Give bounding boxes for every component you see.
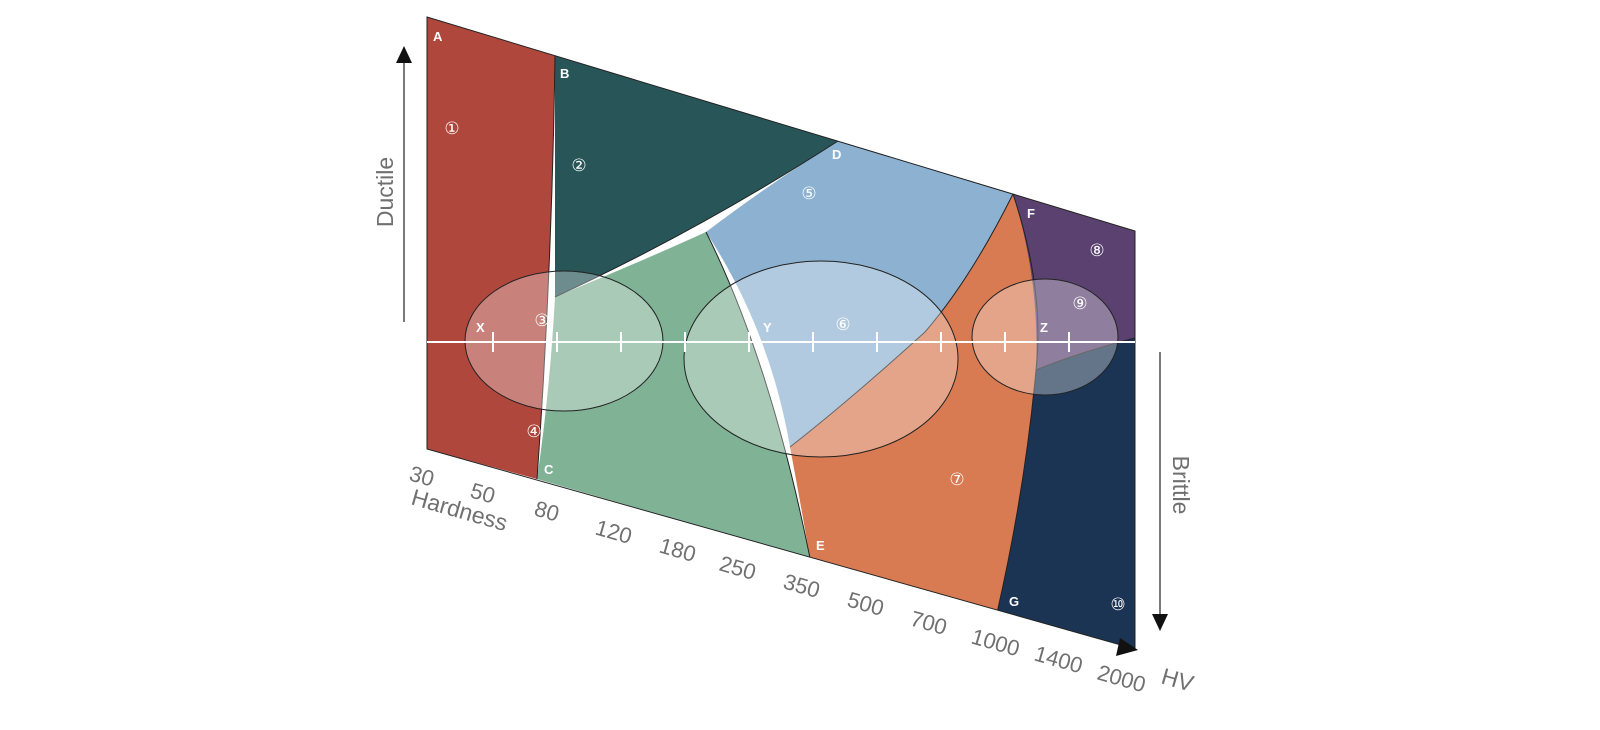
region-4 [537, 232, 810, 558]
zone-label-x: X [476, 320, 485, 335]
brittle-arrow-head [1152, 614, 1168, 631]
hardness-arrow-head [1116, 638, 1138, 656]
region-number-1: ① [444, 119, 459, 139]
zone-z-ellipse [971, 278, 1119, 396]
region-2 [555, 56, 838, 297]
hardness-tick-350: 350 [781, 569, 823, 603]
zone-y-ellipse [683, 260, 959, 458]
ductile-label: Ductile [372, 157, 398, 227]
region-8 [1013, 194, 1135, 370]
hardness-tick-500: 500 [845, 587, 887, 621]
region-number-10: ⑩ [1110, 595, 1125, 615]
axis-ticks [492, 332, 1070, 352]
zone-label-z: Z [1040, 320, 1048, 335]
boundary-line [705, 231, 811, 559]
hardness-tick-120: 120 [593, 515, 635, 549]
region-7 [790, 194, 1038, 613]
hardness-tick-1000: 1000 [969, 624, 1023, 662]
region-letter-g: G [1009, 594, 1019, 609]
region-letter-c: C [544, 462, 554, 477]
region-number-4: ④ [526, 422, 541, 442]
region-letter-a: A [433, 29, 443, 44]
brittle-label: Brittle [1168, 456, 1194, 515]
boundary-line [536, 55, 556, 480]
region-letter-f: F [1027, 206, 1035, 221]
region-letter-d: D [832, 147, 841, 162]
region-number-7: ⑦ [949, 470, 964, 490]
hardness-tick-1400: 1400 [1032, 641, 1086, 679]
boundary-line [789, 193, 1014, 448]
boundary-line [996, 193, 1039, 614]
hardness-tick-80: 80 [532, 496, 562, 527]
region-letter-e: E [816, 538, 825, 553]
region-number-9: ⑨ [1072, 294, 1087, 314]
hardness-tick-700: 700 [908, 606, 950, 640]
hardness-tick-250: 250 [717, 551, 759, 585]
region-5 [706, 141, 1013, 447]
hardness-tick-2000: 2000 [1095, 660, 1149, 698]
boundary-line [554, 140, 839, 298]
region-1 [427, 17, 555, 479]
region-number-6: ⑥ [835, 315, 850, 335]
region-number-5: ⑤ [801, 184, 816, 204]
ductile-arrow-head [396, 46, 412, 63]
hardness-unit-label: HV [1159, 663, 1198, 697]
region-number-2: ② [571, 156, 586, 176]
hardness-tick-180: 180 [657, 533, 699, 567]
region-letter-b: B [560, 66, 569, 81]
zone-label-y: Y [763, 320, 772, 335]
region-number-8: ⑧ [1089, 241, 1104, 261]
region-number-3: ③ [534, 311, 549, 331]
